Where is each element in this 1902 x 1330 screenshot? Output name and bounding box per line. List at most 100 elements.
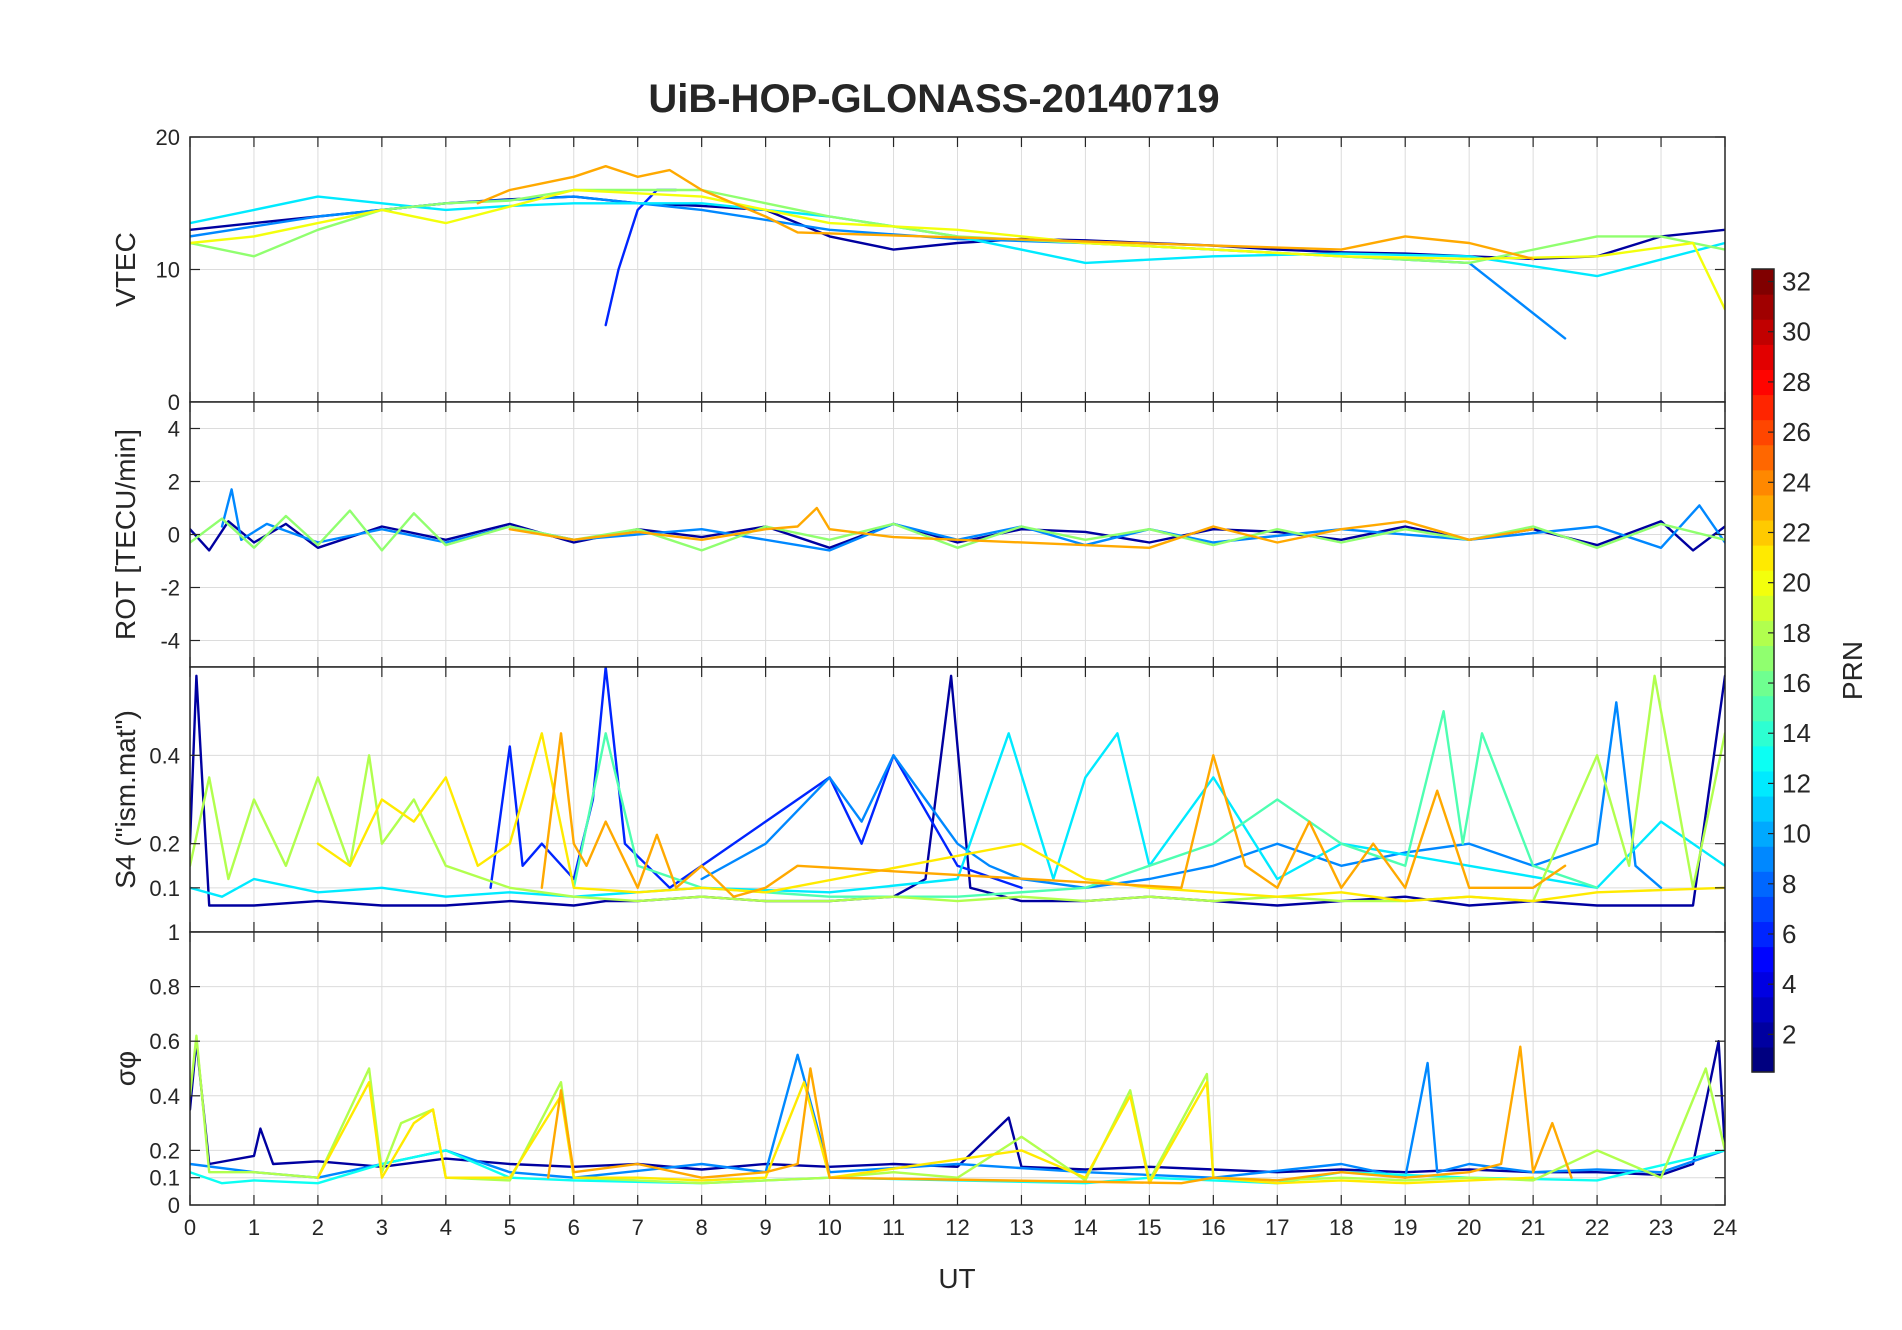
series-group-rot [190,488,1725,552]
colorbar-segment [1752,795,1774,822]
y-axis-label-s4: S4 ("ism.mat") [110,710,141,889]
y-tick-label: 0.6 [149,1029,180,1054]
colorbar-segment [1752,519,1774,546]
x-tick-label: 7 [632,1215,644,1240]
x-tick-label: 11 [882,1215,905,1240]
x-tick-label: 4 [440,1215,452,1240]
panel-vtec: 0 10 20 VTEC [110,125,1726,415]
colorbar-segment [1752,294,1774,320]
series-group-sigma_phi [190,1034,1725,1185]
panel-rot: -4 -2 0 2 4 ROT [TECU/min] [110,401,1726,668]
series-line-prn-12 [190,732,1725,898]
colorbar-tick-label: 28 [1782,367,1811,397]
colorbar-segment [1752,344,1774,370]
colorbar-segment [1752,946,1774,973]
x-tick-label: 22 [1585,1215,1609,1240]
x-tick-label: 6 [568,1215,580,1240]
y-tick-label: 2 [168,470,180,495]
y-tick-label: 0.1 [149,876,180,901]
x-tick-label: 15 [1137,1215,1161,1240]
x-tick-label: 23 [1649,1215,1673,1240]
colorbar-tick-label: 10 [1782,819,1811,849]
y-tick-label: -4 [160,629,180,654]
x-tick-label: 2 [312,1215,324,1240]
colorbar-segment [1752,971,1774,998]
colorbar-tick-label: 2 [1782,1019,1796,1049]
panel-s4: 0.1 0.2 0.4 S4 ("ism.mat") [110,666,1726,933]
colorbar-segment [1752,469,1774,496]
colorbar-tick-label: 16 [1782,668,1811,698]
series-line-prn-23 [540,732,1567,898]
colorbar-segment [1752,545,1774,571]
colorbar-segment [1752,494,1774,521]
colorbar-label: PRN [1837,641,1868,700]
y-tick-label: 1 [168,920,180,945]
colorbar-segment [1752,369,1774,396]
y-tick-label: 0.1 [149,1166,180,1191]
x-tick-label: 14 [1073,1215,1097,1240]
series-line-prn-21 [316,732,1725,903]
x-tick-label: 9 [760,1215,772,1240]
y-axis-label-vtec: VTEC [110,232,141,307]
series-line-prn-18 [190,1034,1725,1185]
colorbar-tick-label: 32 [1782,267,1811,297]
colorbar-segment [1752,269,1774,295]
colorbar-segment [1752,645,1774,672]
colorbar-frame [1751,268,1775,1073]
series-group-s4 [190,667,1725,907]
colorbar-segment [1752,620,1774,646]
chart-title: UiB-HOP-GLONASS-20140719 [648,77,1219,121]
colorbar-tick-label: 14 [1782,718,1811,748]
colorbar-segment [1752,846,1774,872]
colorbar-tick-label: 4 [1782,969,1796,999]
y-tick-label: -2 [160,576,180,601]
colorbar-segment [1752,570,1774,596]
colorbar-segment [1752,1021,1774,1048]
colorbar-segment [1752,896,1774,923]
y-tick-label: 4 [168,417,180,442]
x-tick-label: 3 [376,1215,388,1240]
series-line-prn-23 [476,165,1535,261]
x-tick-label: 17 [1265,1215,1289,1240]
y-tick-label: 0.4 [149,1084,180,1109]
y-axis-label-sigma_phi: σφ [110,1051,141,1086]
colorbar-tick-label: 18 [1782,618,1811,648]
colorbar-segment [1752,595,1774,621]
colorbar-segment [1752,1046,1774,1073]
colorbar-segment [1752,319,1774,345]
series-line-prn-9 [700,701,1663,889]
x-tick-label: 13 [1009,1215,1033,1240]
colorbar-segment [1752,720,1774,747]
x-tick-label: 1 [248,1215,260,1240]
colorbar-segment [1752,394,1774,421]
series-line-prn-15 [572,710,1599,898]
y-tick-label: 10 [156,258,180,283]
series-group-vtec [190,165,1725,340]
colorbar-segment [1752,770,1774,797]
y-tick-label: 0 [168,523,180,548]
x-tick-label: 12 [945,1215,969,1240]
colorbar-segment [1752,821,1774,847]
colorbar-segment [1752,444,1774,471]
colorbar-tick-label: 26 [1782,417,1811,447]
colorbar-segment [1752,921,1774,948]
series-line-prn-21 [316,1081,1535,1185]
x-tick-label: 20 [1457,1215,1481,1240]
colorbar-tick-label: 8 [1782,869,1796,899]
series-line-prn-23 [508,506,1535,549]
series-line-prn-2 [190,674,1725,907]
y-tick-label: 20 [156,125,180,150]
colorbar-segment [1752,745,1774,772]
x-tick-label: 10 [817,1215,841,1240]
x-tick-label: 0 [184,1215,196,1240]
series-line-prn-20 [190,188,1725,311]
series-line-prn-23 [547,1045,1573,1185]
x-tick-label: 18 [1329,1215,1353,1240]
y-tick-label: 0.8 [149,975,180,1000]
colorbar-segment [1752,419,1774,446]
y-tick-label: 0.2 [149,1138,180,1163]
y-tick-label: 0.2 [149,832,180,857]
colorbar-tick-label: 22 [1782,517,1811,547]
